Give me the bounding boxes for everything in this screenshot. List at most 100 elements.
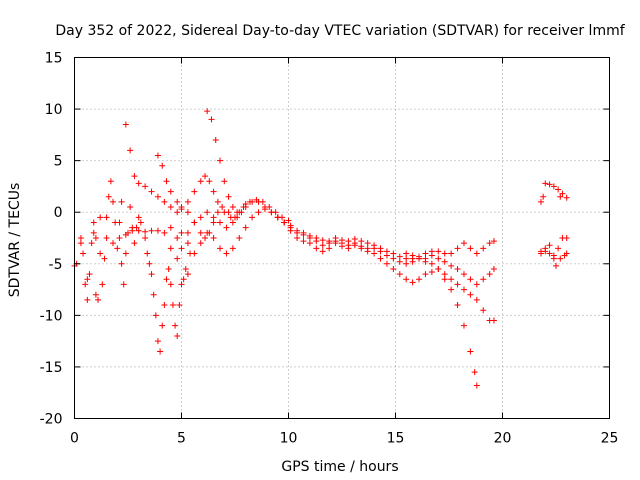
grid-lines [74,57,610,419]
series-G-point-8 [326,240,333,247]
series-E-point-6 [204,229,211,236]
series-G-point-21 [409,258,416,265]
series-E-point-48 [473,296,480,303]
series-A-point-1 [77,240,84,247]
series-E-point-49 [480,307,487,314]
series-J-point-4 [553,262,559,269]
series-G-point-34 [490,265,497,272]
series-G-point-32 [480,276,487,283]
series-K-point-3 [550,252,557,259]
series-G-point-12 [351,240,358,247]
series-E-point-13 [249,214,256,221]
series-E-point-10 [229,245,236,252]
series-I-point-4 [550,183,557,190]
series-H-point-35 [148,271,155,278]
series-B-point-13 [197,178,204,185]
series-A-point-50 [390,250,397,257]
series-D-point-8 [238,209,245,216]
series-H-point-14 [103,214,110,221]
y-tick-label-7: 15 [45,51,63,67]
series-G-point-14 [364,245,371,252]
series-C-point-8 [197,229,204,236]
series-E-point-51 [490,317,497,324]
series-E-point-16 [268,209,275,216]
series-C-point-12 [214,209,221,216]
series-E-point-40 [422,271,429,278]
series-K-point-0 [538,250,545,257]
series-F-point-4 [428,260,435,267]
series-B-point-3 [135,180,142,187]
series-E-point-14 [255,209,262,216]
series-I-point-0 [538,198,545,205]
series-A-point-65 [486,240,493,247]
series-F-point-11 [471,369,478,376]
series-G-point-20 [403,260,410,267]
x-tick-label-0: 0 [70,431,79,447]
series-A-point-13 [154,227,161,234]
series-A-point-66 [490,238,497,245]
series-B-point-5 [148,188,155,195]
series-I-point-6 [557,193,564,200]
series-A-point-23 [217,219,224,226]
series-A-point-17 [178,245,185,252]
series-D-point-6 [229,204,236,211]
series-G-point-9 [332,238,339,245]
series-F-point-6 [441,276,448,283]
series-H-point-11 [97,250,104,257]
axis-ticks: 0 5 10 15 20 25 -20 -15 -10 -5 0 5 10 15 [40,51,619,447]
series-A-point-25 [229,219,236,226]
series-G-point-24 [428,252,435,259]
series-F-point-10 [467,348,474,355]
series-A-point-14 [161,229,168,236]
y-tick-label-2: -10 [40,308,63,324]
series-G-point-23 [422,255,429,262]
series-H-point-44 [167,281,174,288]
series-D-point-3 [217,157,224,164]
series-B-point-11 [184,198,191,205]
series-C-point-0 [154,152,161,159]
series-C-point-14 [225,209,232,216]
series-H-point-50 [180,276,187,283]
series-G-point-28 [454,265,461,272]
series-H-point-28 [131,240,138,247]
series-G-point-22 [416,255,423,262]
series-H-point-34 [146,260,153,267]
series-E-point-2 [178,229,185,236]
series-B-point-28 [285,217,292,224]
series-A-point-39 [319,237,326,244]
series-A-point-22 [210,214,217,221]
series-B-point-4 [142,183,149,190]
y-tick-label-4: 0 [54,205,63,221]
series-A-point-12 [148,227,155,234]
series-C-point-7 [191,219,198,226]
series-E-point-0 [167,224,174,231]
series-H-point-40 [159,322,166,329]
series-G-point-31 [473,281,480,288]
series-B-point-22 [246,198,253,205]
series-E-point-21 [300,238,307,245]
series-C-point-9 [202,235,209,241]
series-G-point-29 [460,271,467,278]
series-H-point-1 [77,235,84,241]
series-E-point-34 [383,260,390,267]
series-H-point-4 [84,296,91,303]
series-A-point-18 [184,229,191,236]
x-tick-label-4: 20 [494,431,512,447]
series-E-point-19 [287,227,294,234]
series-E-point-1 [174,235,181,241]
series-H-point-48 [176,302,183,309]
series-E-point-41 [428,269,435,276]
series-A-point-2 [84,276,91,283]
series-F-point-7 [448,286,455,293]
series-E-point-3 [184,240,191,247]
series-G-point-16 [377,248,384,255]
series-H-point-33 [144,250,151,257]
series-F-point-8 [454,302,461,309]
series-G-point-1 [281,219,288,226]
series-H-point-30 [135,214,142,221]
series-A-point-57 [435,248,442,255]
series-G-point-11 [345,242,352,249]
series-B-point-25 [266,204,273,211]
series-C-point-4 [174,198,181,205]
